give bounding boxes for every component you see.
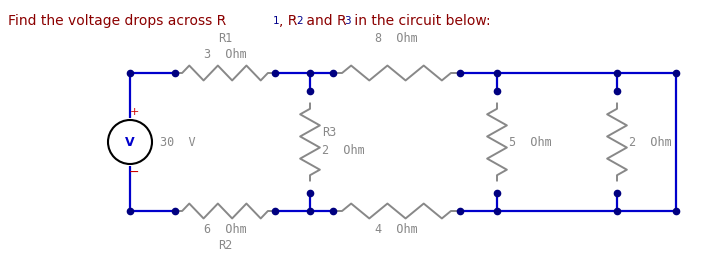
Text: 2  Ohm: 2 Ohm: [629, 135, 672, 148]
Text: and R: and R: [302, 14, 346, 28]
Text: 8  Ohm: 8 Ohm: [375, 32, 418, 45]
Text: 4  Ohm: 4 Ohm: [375, 223, 418, 236]
Text: R1: R1: [218, 32, 232, 45]
Text: +: +: [130, 107, 139, 117]
Text: Find the voltage drops across R: Find the voltage drops across R: [8, 14, 226, 28]
Text: V: V: [125, 135, 134, 148]
Text: 30  V: 30 V: [160, 135, 196, 148]
Text: 2: 2: [296, 16, 303, 26]
Text: 6  Ohm: 6 Ohm: [203, 223, 246, 236]
Text: 5  Ohm: 5 Ohm: [509, 135, 552, 148]
Text: −: −: [129, 165, 139, 178]
Text: in the circuit below:: in the circuit below:: [350, 14, 491, 28]
Text: 1: 1: [273, 16, 279, 26]
Text: 2  Ohm: 2 Ohm: [322, 143, 365, 156]
Text: , R: , R: [279, 14, 297, 28]
Text: 3: 3: [344, 16, 351, 26]
Text: R2: R2: [218, 239, 232, 252]
Text: 3  Ohm: 3 Ohm: [203, 48, 246, 61]
Text: R3: R3: [322, 126, 337, 139]
